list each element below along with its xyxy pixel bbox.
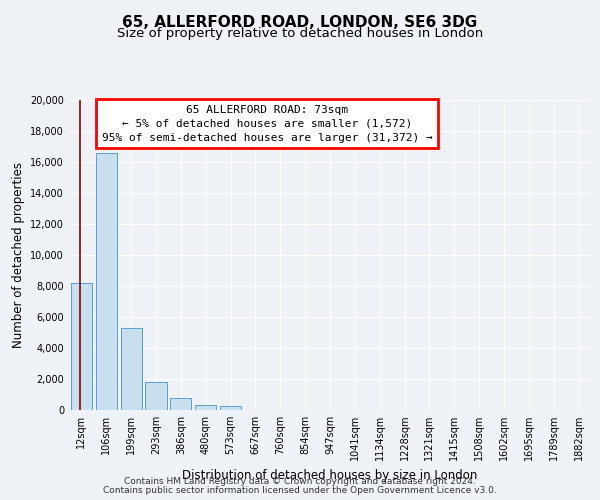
Text: 65, ALLERFORD ROAD, LONDON, SE6 3DG: 65, ALLERFORD ROAD, LONDON, SE6 3DG bbox=[122, 15, 478, 30]
Y-axis label: Number of detached properties: Number of detached properties bbox=[12, 162, 25, 348]
Bar bbox=[71, 283, 92, 410]
Bar bbox=[96, 152, 117, 410]
Bar bbox=[121, 328, 142, 410]
Bar bbox=[145, 382, 167, 410]
Text: 65 ALLERFORD ROAD: 73sqm
← 5% of detached houses are smaller (1,572)
95% of semi: 65 ALLERFORD ROAD: 73sqm ← 5% of detache… bbox=[102, 104, 433, 142]
X-axis label: Distribution of detached houses by size in London: Distribution of detached houses by size … bbox=[182, 468, 478, 481]
Text: Size of property relative to detached houses in London: Size of property relative to detached ho… bbox=[117, 28, 483, 40]
Text: Contains public sector information licensed under the Open Government Licence v3: Contains public sector information licen… bbox=[103, 486, 497, 495]
Text: Contains HM Land Registry data © Crown copyright and database right 2024.: Contains HM Land Registry data © Crown c… bbox=[124, 477, 476, 486]
Bar bbox=[195, 406, 216, 410]
Bar bbox=[170, 398, 191, 410]
Bar bbox=[220, 406, 241, 410]
